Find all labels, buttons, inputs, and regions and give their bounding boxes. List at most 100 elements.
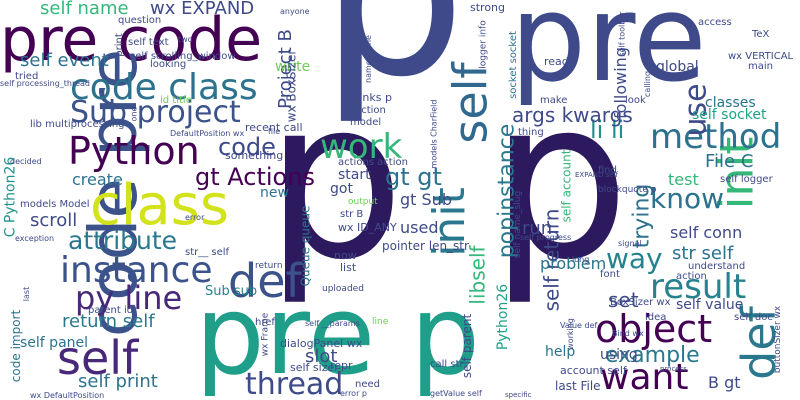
word-str-self: str self [672,243,734,264]
word-self-sizer: self sizer [290,361,339,374]
word-result: result [650,267,747,307]
word-self-logger: self logger [720,174,773,185]
word-got: got [330,181,353,197]
word-print-vertical: print [113,33,125,57]
word-self-processing-thread: self processing_thread [0,79,91,88]
word-self-panel: self panel [20,335,89,351]
word-libself-vertical: libself [465,245,490,305]
word-py-line: py line [75,279,183,317]
word-pre-code: pre code [0,5,263,75]
word-tex: TeX [752,29,770,40]
word-code-import-vertical: code import [9,309,24,383]
word-problem: problem [540,254,607,273]
word-run: run [522,218,553,239]
word-bind-wx: Bind wx [612,329,644,338]
word-decided: decided [10,157,42,166]
word-calling-vertical: calling [643,70,653,98]
word-self-bottom: self [57,331,139,385]
word-repr: repr [330,359,353,372]
word-code-class: code class [70,67,258,108]
word-return: return [255,261,283,271]
word-boxsizer-wx: BoxSizer wx [610,297,671,308]
word-self-event: self event [20,50,109,71]
word-actions-action: actions action [338,157,408,168]
word-self-toolbar-vertical: self toolbar [617,11,627,57]
word-find: find [598,165,617,176]
word-expand-self: EXPAND self [575,171,618,179]
word-p-right-center: p [490,52,630,308]
word-using: using [600,347,638,363]
word-know: know [650,182,724,215]
word-b-gt: B gt [708,373,741,392]
word-pre-p-bottom: pre p [195,271,481,399]
word-look: look [625,95,646,106]
word-return-self: return self [62,311,155,332]
word-server-vertical: server [342,31,352,57]
word-method: method [650,117,782,157]
word-self-text: self text [128,37,169,48]
word-file-c: File C [705,151,754,172]
word-self-account-vertical: self account [559,149,574,223]
word-defaultposition-wx: DefaultPosition wx [170,129,245,138]
word-c-python26-vertical: C Python26 [2,156,19,238]
word-file: file [268,127,281,136]
word-instance: instance [60,250,213,291]
word-access: access [698,17,732,28]
word-understand: understand [688,261,746,272]
word-error-p: error p [340,389,367,398]
word-action: action [676,271,707,282]
word-logger-info-vertical: logger info [478,20,489,69]
word-dialogpanel-wx: dialogPanel wx [280,337,363,350]
word-two: two [178,35,193,44]
word-wx-expand: wx EXPAND [150,0,255,19]
word-new: new [260,185,289,201]
word-output: output [348,197,378,207]
word-something: something [225,149,284,162]
word-call-str: call str [430,359,464,370]
word-write: write [275,59,311,75]
word-model: model [350,117,382,128]
word-wx-defaultposition: wx DefaultPosition [30,391,105,400]
word-self-name: self name [40,0,129,19]
word-self-socket: self socket [692,107,767,123]
word-global: global [656,59,699,75]
word-thread: thread [245,367,344,400]
word-example: example [605,343,700,368]
word-classes: classes [705,95,756,111]
word-recent-call: recent call [245,121,303,134]
word-read: read [544,55,569,68]
word-queue-queue-vertical: Queue queue [298,205,313,287]
word-gt-actions: gt Actions [195,163,315,191]
word-thanks-p: Thanks p [342,91,392,104]
word-self-name-slug-vertical: self name_slug [513,190,524,259]
word-thing: thing [518,127,544,138]
word-gt-gt: gt gt [385,163,442,191]
word-uploaded: uploaded [322,284,364,294]
word-function: function [345,105,386,116]
word-start: start [338,167,371,183]
word-make: make [540,95,568,106]
word-socket-socket-vertical: socket socket [507,31,519,99]
word-work: work [320,127,403,167]
word-value-def: Value def [560,321,598,330]
word-wx-vertical: wx VERTICAL [728,51,794,62]
word-self-value: self value [676,297,744,313]
word-buttonsizer-wx-vertical: buttonSizer wx [773,305,784,374]
word-wx-boxsizer-vertical: wx BoxSizer [284,49,299,123]
word-tried: tried [15,71,39,82]
word-code: code [218,133,276,161]
word-need: need [355,379,380,390]
word-list: list [340,261,357,274]
word-wx-frame-vertical: wx Frame [260,312,271,357]
word-self-doc: self doc [734,312,773,323]
word-self-params: self __params [305,319,360,328]
word-following-vertical: following [610,47,630,119]
word-pointer-len-str: pointer len_str [382,239,469,253]
word-lib-multiprocessing: lib multiprocessing [30,119,125,130]
word-args-kwargs: args kwargs [512,103,633,127]
word-specific: specific [505,391,532,399]
word-working-vertical: working [565,318,575,350]
word-self-vertical: self [443,62,498,144]
word-want: want [600,357,689,398]
